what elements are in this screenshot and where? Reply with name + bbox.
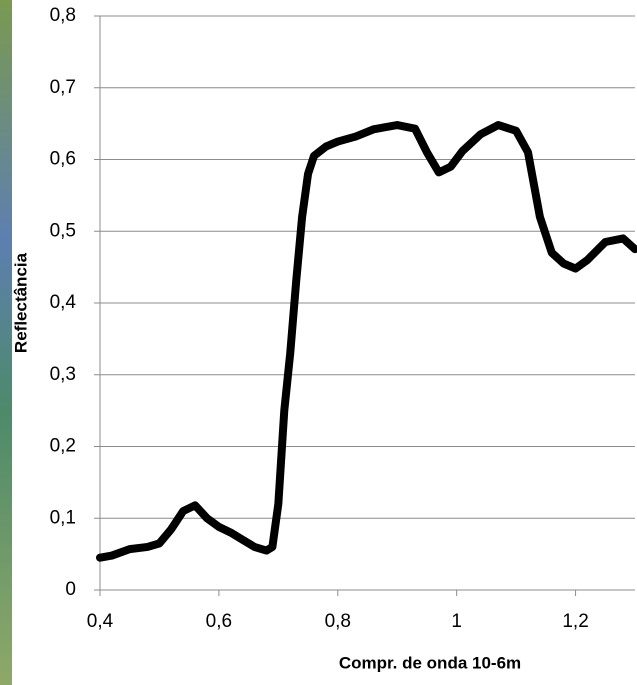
x-tick-label: 0,4	[87, 611, 114, 632]
y-tick-label: 0,1	[50, 507, 76, 528]
y-tick-label: 0,8	[50, 5, 76, 26]
y-axis-title: Reflectância	[11, 252, 30, 353]
y-tick-label: 0,5	[50, 220, 76, 241]
x-tick-label: 0,8	[325, 611, 351, 632]
y-tick-label: 0,4	[50, 292, 77, 313]
x-tick-label: 1	[451, 611, 462, 632]
chart: Reflectância Compr. de onda 10-6m 0 0,1 0,…	[0, 0, 637, 685]
y-tick-label: 0,3	[50, 364, 76, 385]
x-tick-label: 1,2	[562, 611, 588, 632]
background-image-strip	[0, 0, 12, 685]
x-axis-title: Compr. de onda 10-6m	[339, 653, 521, 672]
y-tick-label: 0,2	[50, 436, 76, 457]
y-tick-label: 0,6	[50, 149, 76, 170]
data-line	[100, 125, 635, 558]
y-tick-label: 0,7	[50, 77, 76, 98]
y-tick-label: 0	[65, 579, 76, 600]
x-tick-label: 0,6	[206, 611, 232, 632]
